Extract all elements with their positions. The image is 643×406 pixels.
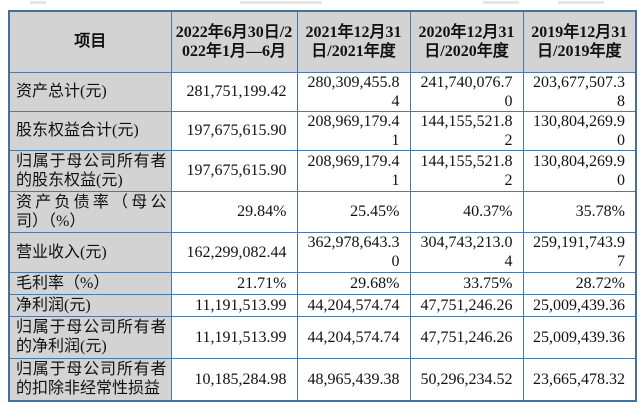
value-cell: 362,978,643.30	[296, 231, 411, 273]
value-cell: 35.78%	[522, 190, 637, 233]
cropped-text-remnant	[483, 1, 519, 4]
value-cell: 281,751,199.42	[170, 71, 298, 112]
value-cell: 25,009,439.36	[522, 315, 637, 359]
column-header-2022h1: 2022年6月30日/2022年1月—6月	[170, 10, 298, 73]
value-cell: 21.71%	[170, 271, 298, 295]
table-row: 资产负债率（母公司）（%） 29.84% 25.45% 40.37% 35.78…	[8, 190, 637, 233]
value-cell: 208,969,179.41	[296, 110, 411, 151]
value-cell: 197,675,615.90	[170, 110, 298, 151]
column-header-2020: 2020年12月31日/2020年度	[409, 10, 524, 73]
value-cell: 25.45%	[296, 190, 411, 233]
table-row: 归属于母公司所有者的净利润(元) 11,191,513.99 44,204,57…	[8, 315, 637, 359]
value-cell: 48,965,439.38	[296, 357, 411, 402]
value-cell: 11,191,513.99	[170, 293, 298, 317]
value-cell: 197,675,615.90	[170, 149, 298, 192]
cropped-text-remnant	[240, 1, 322, 4]
column-header-2019: 2019年12月31日/2019年度	[522, 10, 637, 73]
column-header-item: 项目	[8, 10, 172, 73]
value-cell: 241,740,076.70	[409, 71, 524, 112]
value-cell: 144,155,521.82	[409, 149, 524, 192]
column-header-2021: 2021年12月31日/2021年度	[296, 10, 411, 73]
row-label-debt-ratio: 资产负债率（母公司）（%）	[8, 190, 172, 233]
value-cell: 28.72%	[522, 271, 637, 295]
value-cell: 44,204,574.74	[296, 315, 411, 359]
row-label-parent-net-profit: 归属于母公司所有者的净利润(元)	[8, 315, 172, 359]
table-row: 毛利率（%） 21.71% 29.68% 33.75% 28.72%	[8, 271, 637, 295]
row-label-total-equity: 股东权益合计(元)	[8, 110, 172, 151]
value-cell: 130,804,269.90	[522, 149, 637, 192]
row-label-parent-net-profit-excl-nonrecurring: 归属于母公司所有者的扣除非经常性损益	[8, 357, 172, 402]
value-cell: 10,185,284.98	[170, 357, 298, 402]
table-row: 股东权益合计(元) 197,675,615.90 208,969,179.41 …	[8, 110, 637, 151]
table-row: 归属于母公司所有者的扣除非经常性损益 10,185,284.98 48,965,…	[8, 357, 637, 402]
value-cell: 280,309,455.84	[296, 71, 411, 112]
value-cell: 25,009,439.36	[522, 293, 637, 317]
value-cell: 47,751,246.26	[409, 293, 524, 317]
row-label-net-profit: 净利润(元)	[8, 293, 172, 317]
value-cell: 304,743,213.04	[409, 231, 524, 273]
value-cell: 33.75%	[409, 271, 524, 295]
cropped-text-remnant	[30, 1, 46, 4]
cropped-text-remnant	[558, 1, 604, 4]
value-cell: 259,191,743.97	[522, 231, 637, 273]
value-cell: 203,677,507.38	[522, 71, 637, 112]
value-cell: 11,191,513.99	[170, 315, 298, 359]
table-row: 资产总计(元) 281,751,199.42 280,309,455.84 24…	[8, 71, 637, 112]
table-row: 营业收入(元) 162,299,082.44 362,978,643.30 30…	[8, 231, 637, 273]
table-row: 净利润(元) 11,191,513.99 44,204,574.74 47,75…	[8, 293, 637, 317]
row-label-parent-equity: 归属于母公司所有者的股东权益(元)	[8, 149, 172, 192]
row-label-total-assets: 资产总计(元)	[8, 71, 172, 112]
table-row: 归属于母公司所有者的股东权益(元) 197,675,615.90 208,969…	[8, 149, 637, 192]
row-label-revenue: 营业收入(元)	[8, 231, 172, 273]
value-cell: 40.37%	[409, 190, 524, 233]
value-cell: 162,299,082.44	[170, 231, 298, 273]
value-cell: 50,296,234.52	[409, 357, 524, 402]
value-cell: 44,204,574.74	[296, 293, 411, 317]
table-header-row: 项目 2022年6月30日/2022年1月—6月 2021年12月31日/202…	[8, 10, 637, 73]
value-cell: 23,665,478.32	[522, 357, 637, 402]
value-cell: 29.84%	[170, 190, 298, 233]
financial-summary-table: 项目 2022年6月30日/2022年1月—6月 2021年12月31日/202…	[8, 10, 637, 402]
value-cell: 47,751,246.26	[409, 315, 524, 359]
value-cell: 208,969,179.41	[296, 149, 411, 192]
value-cell: 29.68%	[296, 271, 411, 295]
value-cell: 130,804,269.90	[522, 110, 637, 151]
row-label-gross-margin: 毛利率（%）	[8, 271, 172, 295]
value-cell: 144,155,521.82	[409, 110, 524, 151]
